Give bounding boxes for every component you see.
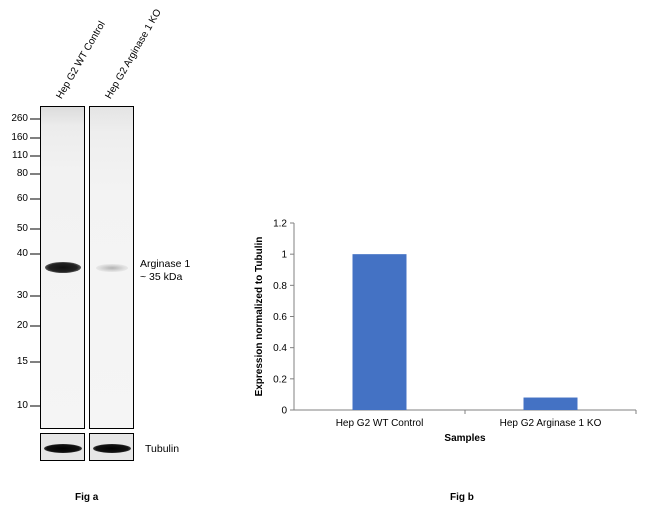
mw-marker: 40	[16, 248, 28, 259]
tubulin-lane-ko	[89, 433, 134, 461]
y-tick-label: 0.4	[273, 343, 287, 354]
mw-marker: 10	[16, 400, 28, 411]
mw-tick-marks	[30, 118, 40, 407]
loading-control-label: Tubulin	[145, 443, 180, 455]
y-tick-label: 0.6	[273, 312, 287, 323]
y-tick-label: 1	[281, 250, 287, 261]
mw-marker: 80	[16, 168, 28, 179]
tubulin-band-wt	[44, 444, 82, 453]
mw-marker: 30	[16, 290, 28, 301]
x-tick-label: Hep G2 Arginase 1 KO	[500, 418, 602, 429]
arginase-band-ko	[96, 264, 128, 272]
y-tick-label: 0.8	[273, 281, 287, 292]
mw-marker: 60	[16, 193, 28, 204]
bar	[523, 397, 578, 410]
mw-marker: 20	[16, 320, 28, 331]
y-tick-label: 0	[281, 406, 287, 417]
x-tick-label: Hep G2 WT Control	[336, 418, 424, 429]
mw-marker: 260	[11, 113, 28, 124]
figure-caption-b: Fig b	[450, 492, 474, 503]
figure-caption-a: Fig a	[75, 492, 99, 503]
blot-lane-ko	[89, 106, 134, 429]
mw-marker: 15	[16, 356, 28, 367]
bar	[352, 254, 407, 410]
tubulin-lane-wt	[40, 433, 85, 461]
band-label-line1: Arginase 1	[140, 258, 191, 270]
band-label-line2: ~ 35 kDa	[140, 271, 183, 283]
y-axis-title: Expression normalized to Tubulin	[254, 237, 265, 397]
y-tick-label: 1.2	[273, 219, 287, 230]
mw-marker: 50	[16, 223, 28, 234]
mw-marker: 110	[12, 150, 28, 161]
arginase-band-wt	[45, 262, 81, 273]
mw-marker: 160	[11, 132, 28, 143]
x-axis-title: Samples	[444, 433, 486, 444]
y-tick-label: 0.2	[273, 374, 287, 385]
blot-lane-wt	[40, 106, 85, 429]
tubulin-band-ko	[93, 444, 131, 453]
